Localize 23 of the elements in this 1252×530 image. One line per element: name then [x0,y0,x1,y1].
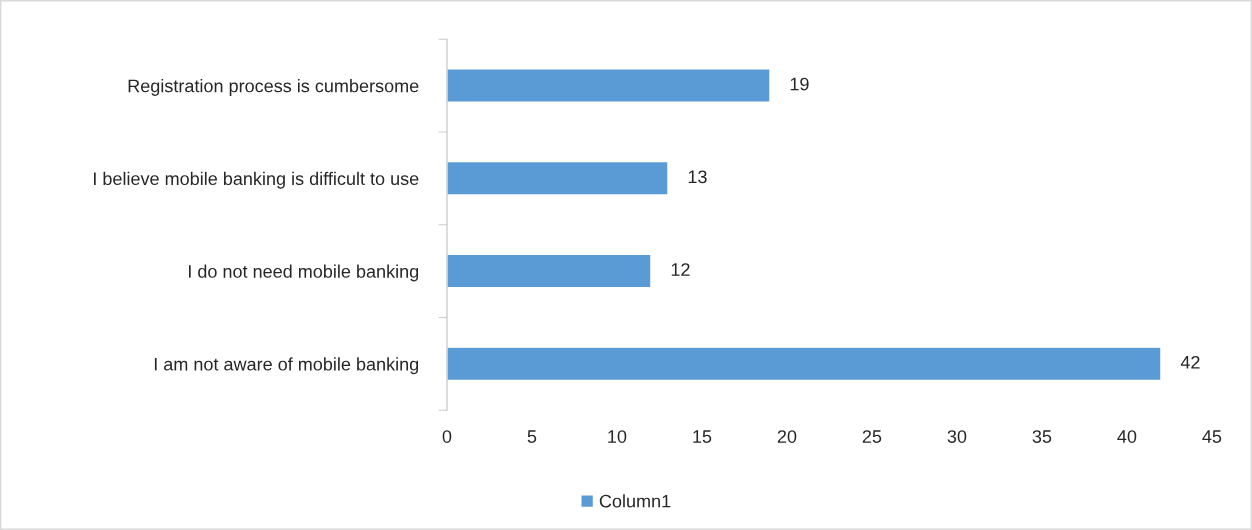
legend-label: Column1 [599,494,671,508]
data-label: 12 [671,263,690,276]
x-tick-label: 0 [442,430,452,443]
bar [446,160,669,196]
bar [446,346,1162,382]
y-tick-label: I do not need mobile banking [188,264,419,282]
y-tick-label: I believe mobile banking is difficult to use [94,171,419,189]
x-tick-label: 45 [1202,430,1222,443]
y-tick-label: Registration process is cumbersome [128,79,419,96]
x-tick-label: 15 [693,430,712,443]
x-tick-label: 35 [1032,430,1052,443]
bar [446,68,771,103]
x-tick-label: 30 [947,430,967,443]
data-label: 19 [790,77,809,91]
x-tick-label: 40 [1117,430,1137,443]
x-tick-label: 20 [777,430,797,443]
x-tick-label: 10 [608,430,627,443]
data-label: 13 [688,170,707,184]
x-tick-label: 25 [862,430,882,443]
data-label: 42 [1180,355,1200,369]
bar [446,253,652,289]
y-tick-label: I am not aware of mobile banking [154,357,419,375]
x-tick-label: 5 [527,430,537,443]
